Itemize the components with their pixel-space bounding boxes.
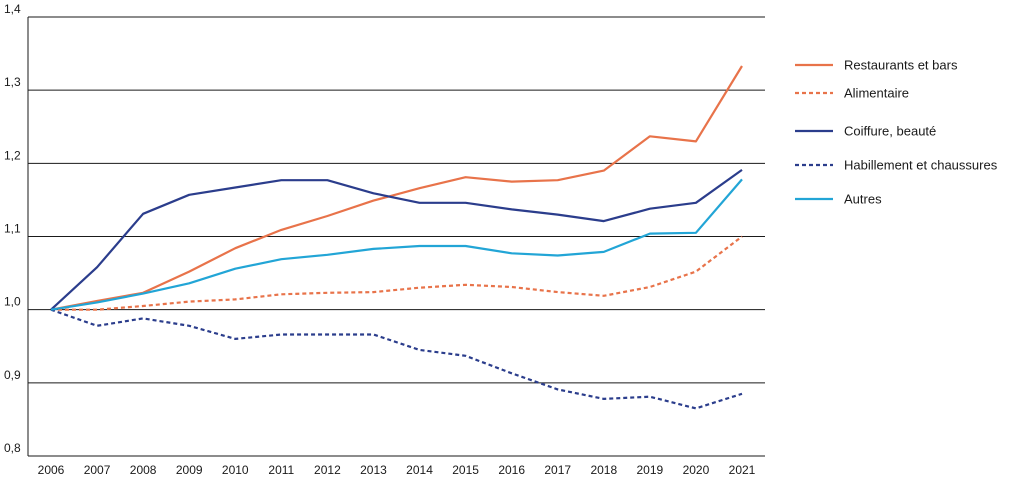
x-tick-label: 2015 [452,463,479,477]
gridlines [28,16,765,457]
y-tick-label: 0,9 [4,368,21,382]
series-line-3 [50,169,743,311]
legend-label: Habillement et chaussures [844,158,998,173]
x-tick-label: 2013 [360,463,387,477]
legend-label: Restaurants et bars [844,58,958,73]
legend-label: Autres [844,192,882,207]
x-tick-label: 2010 [222,463,249,477]
x-tick-label: 2018 [590,463,617,477]
y-tick-label: 1,0 [4,295,21,309]
legend-item: Autres [795,192,882,207]
x-tick-label: 2008 [130,463,157,477]
x-tick-label: 2020 [683,463,710,477]
y-tick-label: 1,4 [4,2,21,16]
x-axis-tick-labels: 2006 2007 2008 2009 2010 2011 2012 2013 2014 2015… [38,463,756,477]
series-line-2 [51,235,743,311]
series-line-4 [50,308,743,410]
legend-item: Restaurants et bars [795,58,958,73]
x-tick-label: 2006 [38,463,65,477]
x-tick-label: 2016 [498,463,525,477]
x-tick-label: 2012 [314,463,341,477]
y-tick-label: 1,3 [4,75,21,89]
series-lines [50,65,743,410]
x-tick-label: 2014 [406,463,433,477]
y-axis-tick-labels: 0,8 0,9 1,0 1,1 1,2 1,3 1,4 [4,2,21,455]
x-tick-label: 2007 [84,463,111,477]
x-tick-label: 2011 [268,463,294,477]
x-tick-label: 2021 [729,463,756,477]
x-tick-label: 2017 [544,463,571,477]
legend-item: Alimentaire [795,86,909,101]
legend: Restaurants et bars Alimentaire Coiffure, … [795,58,998,207]
legend-item: Coiffure, beauté [795,124,936,139]
legend-label: Coiffure, beauté [844,124,936,139]
y-tick-label: 1,2 [4,148,21,162]
legend-label: Alimentaire [844,86,909,101]
legend-item: Habillement et chaussures [795,158,998,173]
x-tick-label: 2019 [637,463,664,477]
x-tick-label: 2009 [176,463,203,477]
y-tick-label: 1,1 [4,222,21,236]
y-tick-label: 0,8 [4,441,21,455]
series-line-1 [50,65,743,311]
series-line-5 [50,178,743,311]
